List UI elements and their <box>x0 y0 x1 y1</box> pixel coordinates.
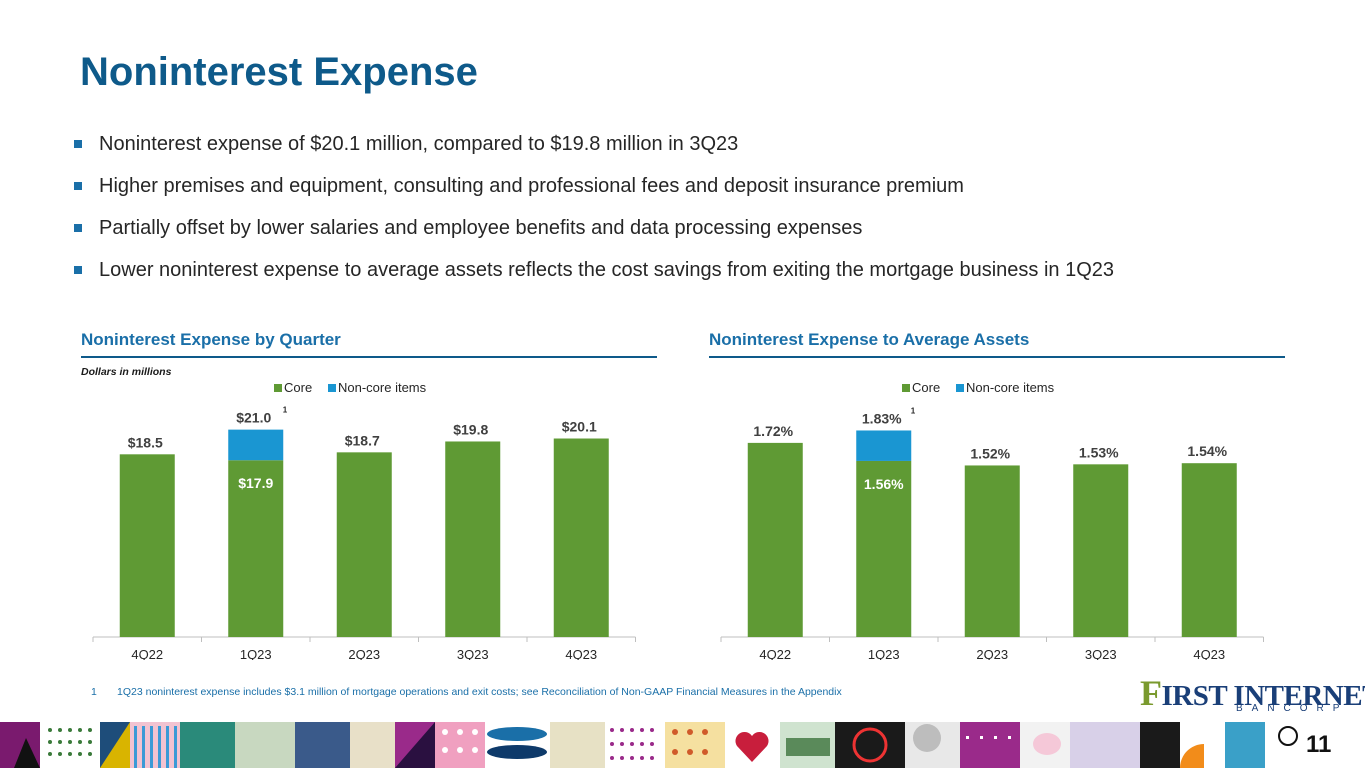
data-label: $18.5 <box>128 434 163 450</box>
bullet-square-icon <box>74 224 82 232</box>
data-label: $18.7 <box>345 432 380 448</box>
logo-name: IRST INTERNET <box>1161 680 1365 712</box>
x-tick-label: 1Q23 <box>240 647 272 660</box>
chart-title: Noninterest Expense to Average Assets <box>709 330 1285 358</box>
logo-wordmark: FIRST INTERNET <box>1140 672 1365 714</box>
bar-core <box>553 438 609 637</box>
legend-label: Core <box>912 380 940 395</box>
bullet-text: Noninterest expense of $20.1 million, co… <box>99 133 739 155</box>
bullet-square-icon <box>74 182 82 190</box>
bar-core <box>856 460 912 637</box>
footnote-marker: 1 <box>283 406 288 415</box>
bullet-square-icon <box>74 140 82 148</box>
legend-label: Non-core items <box>338 380 427 395</box>
data-label-inner: $17.9 <box>238 475 273 491</box>
legend-swatch <box>956 384 964 392</box>
data-label: 1.83% <box>862 410 902 426</box>
x-tick-label: 3Q23 <box>1085 647 1117 660</box>
legend-swatch <box>274 384 282 392</box>
bar-core <box>445 441 501 637</box>
footnote-text: 1Q23 noninterest expense includes $3.1 m… <box>117 686 842 698</box>
company-logo: FIRST INTERNET BANCORP <box>1140 672 1365 716</box>
logo-subtitle: BANCORP <box>1236 703 1349 714</box>
chart-canvas: Core Non-core items 1.72% 4Q22 1.83% 1 1.56% 1Q… <box>720 380 1264 660</box>
bullet-text: Lower noninterest expense to average ass… <box>99 259 1114 281</box>
bar-core <box>228 460 284 637</box>
x-tick-label: 4Q23 <box>1193 647 1225 660</box>
data-label: 1.72% <box>753 423 793 439</box>
bullet-item: Noninterest expense of $20.1 million, co… <box>74 131 1314 173</box>
slide-title: Noninterest Expense <box>80 50 478 94</box>
x-tick-label: 4Q22 <box>131 647 163 660</box>
bar-core <box>336 452 392 637</box>
bullet-list: Noninterest expense of $20.1 million, co… <box>74 131 1314 299</box>
x-tick-label: 2Q23 <box>976 647 1008 660</box>
data-label-inner: 1.56% <box>864 476 904 492</box>
bullet-square-icon <box>74 266 82 274</box>
data-label: $20.1 <box>562 419 597 435</box>
data-label: 1.52% <box>970 445 1010 461</box>
x-tick-label: 4Q22 <box>759 647 791 660</box>
bullet-text: Partially offset by lower salaries and e… <box>99 217 863 239</box>
page-number: 11 <box>1306 731 1332 758</box>
bar-noncore <box>228 429 284 461</box>
expense-to-assets-chart: Noninterest Expense to Average Assets Co… <box>709 330 1285 660</box>
chart-canvas: Dollars in millions Core Non-core items $18… <box>81 366 636 660</box>
logo-initial: F <box>1140 673 1162 713</box>
bar-core <box>1181 463 1237 637</box>
expense-by-quarter-chart: Noninterest Expense by Quarter Dollars i… <box>81 330 657 660</box>
chart-subtitle: Dollars in millions <box>81 366 172 378</box>
data-label: $21.0 <box>236 410 271 426</box>
data-label: $19.8 <box>453 421 488 437</box>
bullet-text: Higher premises and equipment, consultin… <box>99 175 964 197</box>
data-label: 1.54% <box>1187 443 1227 459</box>
legend-swatch <box>902 384 910 392</box>
legend-swatch <box>328 384 336 392</box>
bar-core <box>964 465 1020 637</box>
legend-label: Non-core items <box>966 380 1055 395</box>
bar-core <box>119 454 175 637</box>
x-tick-label: 4Q23 <box>565 647 597 660</box>
x-tick-label: 1Q23 <box>868 647 900 660</box>
x-tick-label: 3Q23 <box>457 647 489 660</box>
x-tick-label: 2Q23 <box>348 647 380 660</box>
footnote-marker: 1 <box>911 406 916 415</box>
bar-noncore <box>856 430 912 461</box>
bullet-item: Lower noninterest expense to average ass… <box>74 257 1314 299</box>
data-label: 1.53% <box>1079 444 1119 460</box>
bullet-item: Higher premises and equipment, consultin… <box>74 173 1314 215</box>
footnote: 1 1Q23 noninterest expense includes $3.1 … <box>91 686 842 698</box>
legend-label: Core <box>284 380 312 395</box>
bullet-item: Partially offset by lower salaries and e… <box>74 215 1314 257</box>
bar-core <box>1073 464 1129 637</box>
bar-core <box>747 442 803 637</box>
decorative-art-strip <box>0 722 1365 768</box>
footnote-number: 1 <box>91 686 97 698</box>
chart-title: Noninterest Expense by Quarter <box>81 330 657 358</box>
